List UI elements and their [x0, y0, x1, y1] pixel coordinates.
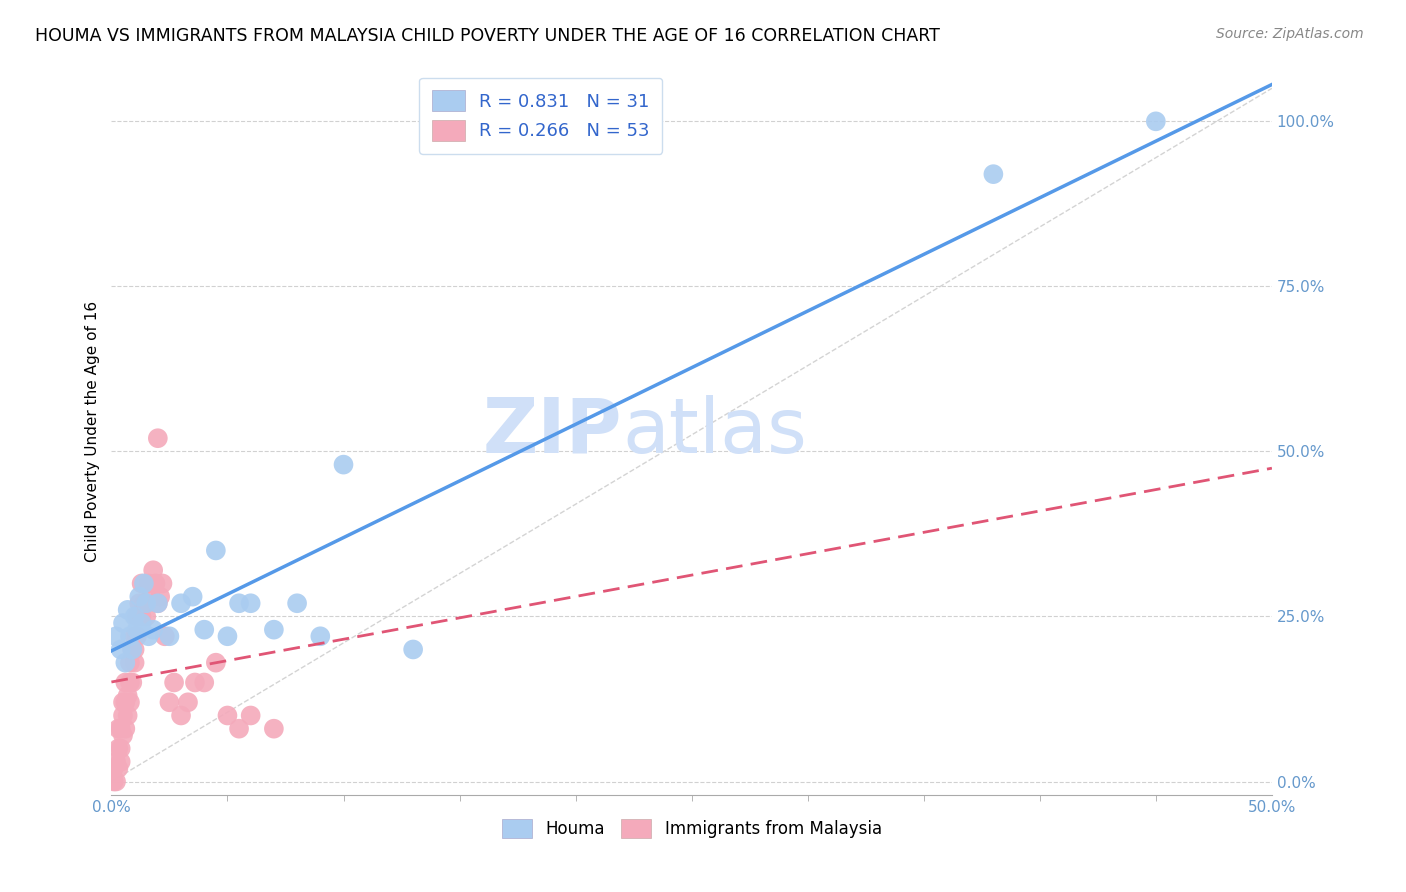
- Point: [118, 695, 141, 709]
- Point: [146, 431, 169, 445]
- Point: [170, 708, 193, 723]
- Point: [239, 708, 262, 723]
- Point: [139, 590, 162, 604]
- Point: [309, 629, 332, 643]
- Point: [193, 623, 215, 637]
- Point: [138, 629, 160, 643]
- Point: [103, 761, 125, 775]
- Text: Source: ZipAtlas.com: Source: ZipAtlas.com: [1216, 27, 1364, 41]
- Point: [121, 642, 143, 657]
- Point: [128, 596, 150, 610]
- Text: ZIP: ZIP: [482, 394, 621, 468]
- Point: [121, 675, 143, 690]
- Point: [105, 774, 128, 789]
- Point: [239, 596, 262, 610]
- Y-axis label: Child Poverty Under the Age of 16: Child Poverty Under the Age of 16: [86, 301, 100, 562]
- Point: [124, 642, 146, 657]
- Text: HOUMA VS IMMIGRANTS FROM MALAYSIA CHILD POVERTY UNDER THE AGE OF 16 CORRELATION : HOUMA VS IMMIGRANTS FROM MALAYSIA CHILD …: [35, 27, 941, 45]
- Point: [110, 642, 132, 657]
- Point: [135, 609, 157, 624]
- Point: [217, 708, 239, 723]
- Point: [111, 695, 134, 709]
- Point: [107, 761, 129, 775]
- Point: [135, 596, 157, 610]
- Point: [152, 576, 174, 591]
- Point: [110, 722, 132, 736]
- Point: [132, 596, 155, 610]
- Point: [107, 741, 129, 756]
- Point: [125, 609, 148, 624]
- Point: [983, 167, 1005, 181]
- Point: [153, 629, 176, 643]
- Point: [149, 590, 172, 604]
- Point: [146, 596, 169, 610]
- Point: [125, 629, 148, 643]
- Point: [131, 609, 153, 624]
- Point: [285, 596, 308, 610]
- Point: [105, 629, 128, 643]
- Point: [159, 695, 181, 709]
- Point: [1144, 114, 1167, 128]
- Point: [117, 689, 139, 703]
- Point: [111, 616, 134, 631]
- Point: [114, 722, 136, 736]
- Point: [263, 623, 285, 637]
- Point: [228, 596, 250, 610]
- Point: [107, 722, 129, 736]
- Point: [170, 596, 193, 610]
- Point: [118, 675, 141, 690]
- Point: [124, 656, 146, 670]
- Point: [228, 722, 250, 736]
- Point: [132, 576, 155, 591]
- Point: [131, 576, 153, 591]
- Point: [110, 741, 132, 756]
- Point: [402, 642, 425, 657]
- Point: [114, 656, 136, 670]
- Point: [131, 616, 153, 631]
- Point: [146, 596, 169, 610]
- Text: atlas: atlas: [621, 394, 807, 468]
- Point: [205, 656, 228, 670]
- Point: [114, 695, 136, 709]
- Point: [124, 609, 146, 624]
- Point: [205, 543, 228, 558]
- Point: [193, 675, 215, 690]
- Point: [184, 675, 207, 690]
- Point: [159, 629, 181, 643]
- Point: [118, 629, 141, 643]
- Point: [110, 755, 132, 769]
- Legend: Houma, Immigrants from Malaysia: Houma, Immigrants from Malaysia: [495, 812, 889, 845]
- Point: [263, 722, 285, 736]
- Point: [124, 629, 146, 643]
- Point: [105, 755, 128, 769]
- Point: [332, 458, 354, 472]
- Point: [142, 623, 165, 637]
- Point: [111, 708, 134, 723]
- Point: [117, 708, 139, 723]
- Point: [121, 642, 143, 657]
- Point: [181, 590, 204, 604]
- Point: [111, 728, 134, 742]
- Point: [114, 675, 136, 690]
- Point: [163, 675, 186, 690]
- Point: [217, 629, 239, 643]
- Point: [118, 656, 141, 670]
- Point: [117, 603, 139, 617]
- Point: [103, 774, 125, 789]
- Point: [138, 576, 160, 591]
- Point: [145, 576, 167, 591]
- Point: [142, 563, 165, 577]
- Point: [125, 623, 148, 637]
- Point: [177, 695, 200, 709]
- Point: [128, 590, 150, 604]
